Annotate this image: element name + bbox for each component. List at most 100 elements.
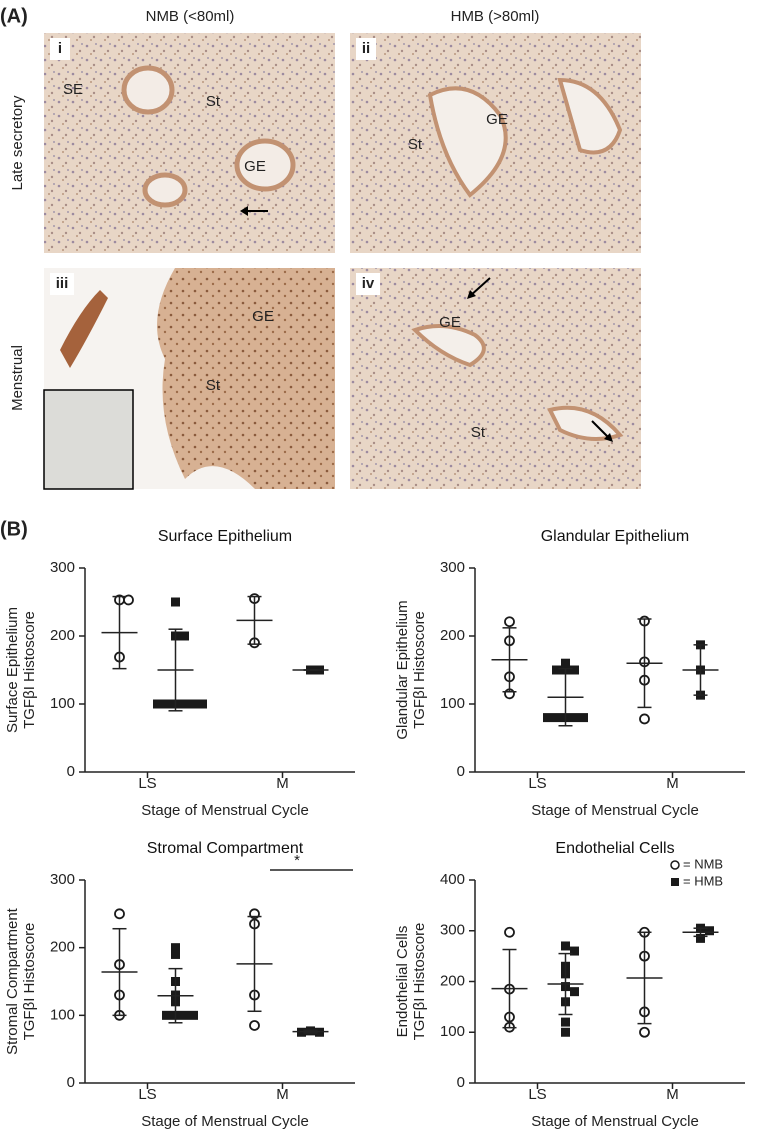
error-bar bbox=[693, 927, 708, 938]
x-tick-label: LS bbox=[528, 1086, 546, 1103]
error-bar bbox=[693, 644, 708, 696]
tissue-label: St bbox=[471, 424, 486, 441]
data-point bbox=[171, 943, 180, 953]
y-tick-label: 300 bbox=[50, 871, 75, 888]
data-point bbox=[639, 1026, 650, 1038]
data-point bbox=[705, 926, 714, 936]
legend-label: = NMB bbox=[683, 856, 723, 871]
y-tick-label: 100 bbox=[50, 1006, 75, 1023]
panel-label: (B) bbox=[0, 518, 28, 540]
image-label: ii bbox=[362, 40, 370, 57]
data-point bbox=[114, 908, 125, 920]
y-tick-label: 300 bbox=[440, 559, 465, 576]
data-point bbox=[552, 665, 561, 675]
data-point bbox=[561, 941, 570, 951]
chart-title: Surface Epithelium bbox=[158, 528, 292, 545]
chart-title: Stromal Compartment bbox=[147, 840, 304, 857]
y-axis-label: Endothelial Cells bbox=[394, 926, 411, 1038]
row-title: Late secretory bbox=[9, 95, 26, 191]
micrograph: iii GE St bbox=[43, 268, 335, 490]
tissue-label: St bbox=[206, 93, 221, 110]
y-tick-label: 400 bbox=[440, 871, 465, 888]
data-point bbox=[153, 699, 162, 709]
charts: Surface Epithelium 0 100 200 300 Surface Epit… bbox=[4, 528, 745, 1130]
x-tick-label: M bbox=[276, 1086, 289, 1103]
micrograph: i SE St GE bbox=[44, 33, 335, 253]
y-axis-label: TGFβI Histoscore bbox=[411, 611, 428, 729]
data-point bbox=[162, 699, 171, 709]
data-point bbox=[171, 949, 180, 959]
tissue-label: GE bbox=[244, 158, 266, 175]
y-tick-label: 200 bbox=[50, 939, 75, 956]
data-point bbox=[561, 658, 570, 668]
x-tick-label: M bbox=[276, 775, 289, 792]
data-point bbox=[180, 1010, 189, 1020]
data-point bbox=[570, 987, 579, 997]
data-point bbox=[543, 713, 552, 723]
data-point bbox=[570, 713, 579, 723]
data-point bbox=[570, 946, 579, 956]
error-bar bbox=[303, 1029, 318, 1034]
x-axis-label: Stage of Menstrual Cycle bbox=[141, 802, 309, 819]
y-tick-label: 200 bbox=[440, 627, 465, 644]
x-tick-label: LS bbox=[138, 1086, 156, 1103]
data-point bbox=[180, 699, 189, 709]
data-point bbox=[162, 1010, 171, 1020]
data-point bbox=[696, 933, 705, 943]
x-axis-label: Stage of Menstrual Cycle bbox=[531, 1113, 699, 1130]
data-point bbox=[639, 713, 650, 725]
row-title: Menstrual bbox=[9, 345, 26, 411]
y-tick-label: 200 bbox=[440, 972, 465, 989]
tissue-label: St bbox=[206, 377, 221, 394]
y-tick-label: 100 bbox=[440, 1023, 465, 1040]
y-tick-label: 200 bbox=[50, 627, 75, 644]
y-axis-label: Stromal Compartment bbox=[4, 907, 21, 1055]
tissue-label: GE bbox=[252, 308, 274, 325]
data-point bbox=[189, 1010, 198, 1020]
y-tick-label: 100 bbox=[440, 695, 465, 712]
data-point bbox=[171, 597, 180, 607]
data-point bbox=[189, 699, 198, 709]
y-axis-label: TGFβI Histoscore bbox=[411, 923, 428, 1041]
data-point bbox=[561, 1017, 570, 1027]
tissue-label: GE bbox=[486, 111, 508, 128]
y-tick-label: 300 bbox=[440, 922, 465, 939]
error-bar bbox=[558, 667, 573, 727]
data-point bbox=[552, 713, 561, 723]
micrograph: iv GE St bbox=[350, 268, 641, 489]
chart: Surface Epithelium 0 100 200 300 Surface Epit… bbox=[4, 528, 355, 819]
y-axis-label: Surface Epithelium bbox=[4, 607, 21, 733]
y-tick-label: 0 bbox=[67, 1074, 75, 1091]
tissue-label: St bbox=[408, 136, 423, 153]
data-point bbox=[198, 699, 207, 709]
error-bar bbox=[247, 595, 262, 645]
y-tick-label: 300 bbox=[50, 559, 75, 576]
data-point bbox=[579, 713, 588, 723]
column-title: HMB (>80ml) bbox=[451, 8, 540, 25]
panel-label: (A) bbox=[0, 5, 28, 27]
data-point bbox=[123, 594, 134, 606]
y-tick-label: 0 bbox=[457, 763, 465, 780]
y-tick-label: 0 bbox=[457, 1074, 465, 1091]
x-tick-label: LS bbox=[138, 775, 156, 792]
error-bar bbox=[168, 628, 183, 712]
data-point bbox=[249, 1020, 260, 1031]
tissue-label: SE bbox=[63, 81, 83, 98]
data-point bbox=[504, 926, 515, 938]
y-axis-label: TGFβI Histoscore bbox=[21, 611, 38, 729]
chart-title: Glandular Epithelium bbox=[541, 528, 690, 545]
x-tick-label: M bbox=[666, 775, 679, 792]
error-bar bbox=[502, 948, 517, 1029]
data-point bbox=[561, 1027, 570, 1037]
significance-label: * bbox=[294, 852, 300, 869]
y-axis-label: Glandular Epithelium bbox=[394, 600, 411, 739]
error-bar bbox=[637, 931, 652, 1025]
image-label: i bbox=[58, 40, 62, 57]
error-bar bbox=[502, 627, 517, 693]
data-point bbox=[504, 616, 515, 628]
x-tick-label: LS bbox=[528, 775, 546, 792]
error-bar bbox=[168, 967, 183, 1024]
legend-label: = HMB bbox=[683, 873, 723, 888]
